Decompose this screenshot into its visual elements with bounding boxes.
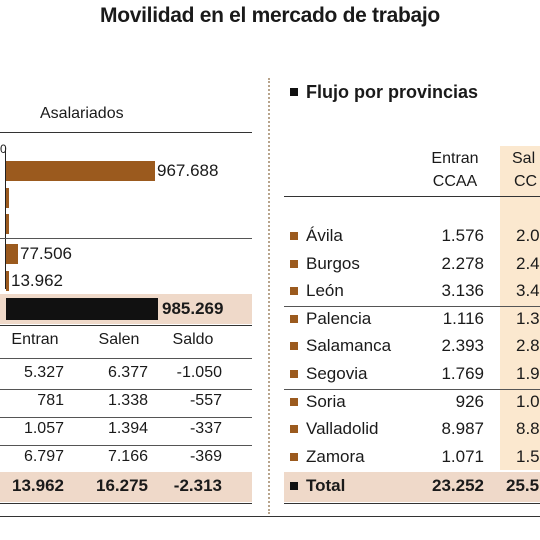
province-salen: 2.4 [516,253,540,273]
province-salen: 1.5 [516,446,540,466]
province-entran: 2.278 [441,253,484,273]
province-name: Palencia [306,308,372,328]
province-square-icon [290,259,298,268]
province-entran: 1.576 [441,226,484,245]
right-header-entran-l2: CCAA [432,173,478,190]
left-table-column-header: Entran [11,331,59,348]
chart-bottom-rule [0,325,252,326]
province-entran: 1.116 [442,308,484,328]
province-name: Soria [306,391,346,411]
table-cell: -1.050 [176,364,222,381]
province-name: León [306,281,344,301]
right-table-title: Flujo por provincias [306,82,479,102]
province-entran: 1.769 [441,364,484,383]
table-cell: 781 [37,392,64,409]
province-square-icon [290,342,298,351]
chart-top-rule [0,132,252,133]
province-salen: 2.0 [516,226,540,245]
province-salen: 2.8 [516,336,540,356]
right-total-label: Total [306,476,346,495]
right-table-total-band [284,472,540,502]
left-table-header-rule [0,358,252,359]
province-square-icon [290,314,298,323]
right-header-salen-l1: Sal [512,150,536,167]
right-header-salen-l2: CC [514,173,538,190]
province-entran: 8.987 [441,419,484,439]
title-square-icon [290,88,298,96]
left-table-total-band [0,472,252,502]
province-entran: 3.136 [441,281,484,301]
right-total-salen: 25.5 [506,476,540,495]
bar-value-label: 967.688 [157,161,219,180]
column-separator [268,78,270,514]
row-divider [0,389,252,390]
province-square-icon [290,425,298,434]
left-table-bottom-rule [0,503,252,504]
province-name: Salamanca [306,336,392,356]
table-cell: -369 [189,448,222,465]
right-total-entran: 23.252 [432,476,484,495]
table-cell: 1.394 [107,420,148,437]
chart-mid-rule [0,238,252,239]
province-name: Valladolid [306,419,379,439]
province-entran: 926 [455,391,484,411]
province-salen: 1.3 [516,308,540,328]
province-name: Burgos [306,253,360,273]
page-title: Movilidad en el mercado de trabajo [100,4,440,27]
province-name: Zamora [306,446,365,466]
table-cell: 1.338 [107,392,148,409]
province-square-icon [290,452,298,461]
chart-zero-axis [5,147,6,289]
province-square-icon [290,397,298,406]
row-divider [0,417,252,418]
bar [6,188,9,208]
group-divider [284,306,540,308]
right-table-header-rule [284,196,540,197]
province-salen: 1.0 [516,391,540,411]
table-cell: 7.166 [107,448,148,465]
table-cell: 1.057 [23,420,64,437]
province-name: Segovia [306,364,368,383]
table-cell: 5.327 [23,364,64,381]
row-divider [0,445,252,446]
salen-column-band [500,146,540,470]
province-entran: 2.393 [441,336,484,356]
right-header-entran-l1: Entran [431,150,479,167]
province-square-icon [290,287,298,296]
table-cell: 6.797 [23,448,64,465]
bar [6,244,18,264]
page-bottom-rule [0,516,540,517]
province-salen: 8.8 [516,419,540,439]
bar [6,161,155,181]
chart-subtitle: Asalariados [40,105,124,122]
table-cell: -557 [189,392,222,409]
bar-value-label: 77.506 [20,244,72,263]
province-name: Ávila [306,226,343,245]
left-table-column-header: Salen [98,331,140,348]
province-square-icon [290,370,298,378]
table-cell: -337 [189,420,222,437]
bar [6,214,9,234]
province-salen: 1.9 [516,364,540,383]
province-entran: 1.071 [441,446,484,466]
total-cell: 13.962 [12,476,64,495]
total-square-icon [290,482,298,490]
bar-value-label: 13.962 [11,271,63,290]
total-cell: 16.275 [96,476,148,495]
province-square-icon [290,232,298,240]
total-bar [6,298,158,320]
table-cell: 6.377 [107,364,148,381]
left-table-column-header: Saldo [172,331,214,348]
total-cell: -2.313 [173,476,222,495]
province-salen: 3.4 [516,281,540,301]
group-divider [284,389,540,390]
axis-zero-label: 0 [0,142,7,156]
bar [6,271,9,291]
total-bar-value: 985.269 [162,299,224,318]
right-table-bottom-rule [284,503,540,504]
